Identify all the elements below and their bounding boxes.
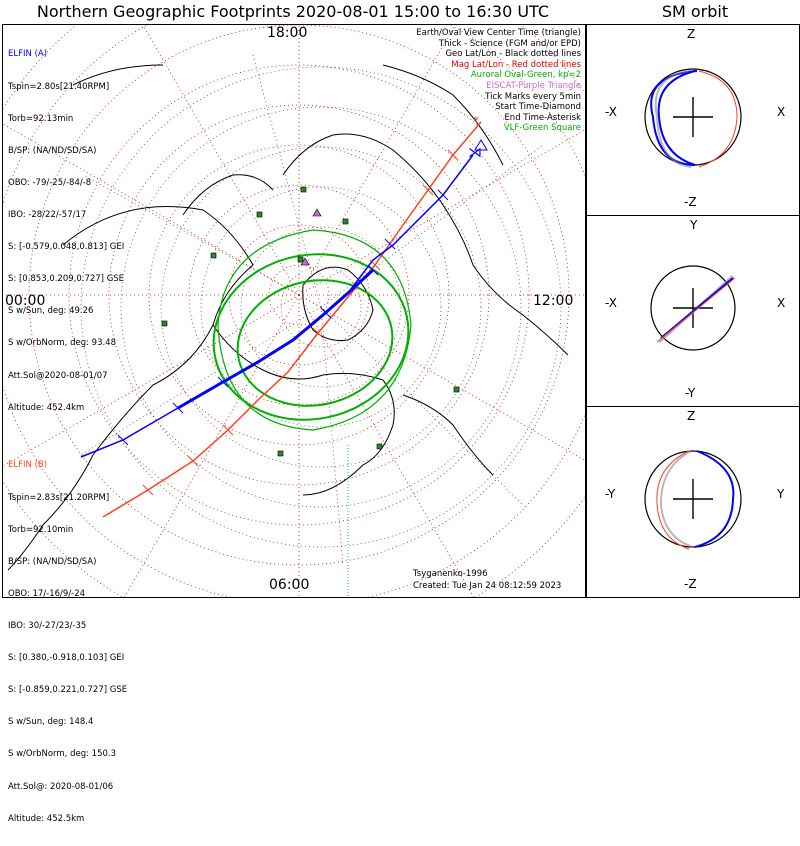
geo-lon-lines xyxy=(80,54,544,566)
map-legend: Earth/Oval View Center Time (triangle) T… xyxy=(416,28,581,134)
legend-item: Mag Lat/Lon - Red dotted lines xyxy=(451,59,581,70)
elfin-a-line: S: [0.853,0.209,0.727] GSE xyxy=(8,274,125,285)
legend-item: Earth/Oval View Center Time (triangle) xyxy=(416,28,581,38)
sm-plot-yz xyxy=(644,450,742,550)
legend-item: VLF-Green Square xyxy=(503,123,581,134)
sm-xy-right-label: X xyxy=(777,296,786,310)
sm-yz-left-label: -Y xyxy=(605,487,616,501)
sm-plot-xy xyxy=(650,265,736,351)
elfin-b-line: Att.Sol@: 2020-08-01/06 xyxy=(8,781,114,792)
sm-plot-xz xyxy=(644,68,742,168)
time-label-left: 00:00 xyxy=(5,293,46,309)
elfin-b-line: IBO: 30/-27/23/-35 xyxy=(8,620,87,631)
sm-xz-bottom-label: -Z xyxy=(684,195,697,209)
footprint-map: * ⋊ xyxy=(3,25,585,597)
elfin-b-line: Torb=92.10min xyxy=(8,524,74,535)
elfin-a-info: ELFIN (A) Tspin=2.80s[21.40RPM] Torb=92.… xyxy=(8,28,124,435)
sm-xy-top-label: Y xyxy=(690,218,698,232)
sm-xz-right-label: X xyxy=(777,105,786,119)
legend-item: Tick Marks every 5min xyxy=(485,91,581,102)
legend-item: Auroral Oval-Green, kp=2 xyxy=(470,70,581,81)
elfin-a-line: Att.Sol@2020-08-01/07 xyxy=(8,370,108,381)
legend-item: Start Time-Diamond xyxy=(495,102,581,113)
legend-item: EISCAT-Purple Triangle xyxy=(486,80,581,91)
sm-yz-right-label: Y xyxy=(777,487,785,501)
footprint-map-panel: * ⋊ 18:00 xyxy=(2,24,586,824)
elfin-a-line: S: [-0.579,0.048,0.813] GEI xyxy=(8,242,125,253)
sm-yz-bottom-label: -Z xyxy=(684,577,697,591)
elfin-a-line: OBO: -79/-25/-84/-8 xyxy=(8,177,92,188)
time-label-right: 12:00 xyxy=(533,293,574,309)
map-title: Northern Geographic Footprints 2020-08-0… xyxy=(36,2,550,21)
sm-yz-top-label: Z xyxy=(687,409,696,423)
sm-xy-left-label: -X xyxy=(605,296,617,310)
sm-orbit-title: SM orbit xyxy=(661,2,729,21)
legend-item: Thick - Science (FGM and/or EPD) xyxy=(438,38,581,49)
sm-panel-xy: Y -Y -X X xyxy=(586,215,800,407)
sm-xy-bottom-label: -Y xyxy=(685,386,696,400)
elfin-a-line: Altitude: 452.4km xyxy=(8,402,85,413)
sm-xz-left-label: -X xyxy=(605,105,617,119)
continent-outlines xyxy=(7,64,569,571)
elfin-b-line: Altitude: 452.5km xyxy=(8,813,85,824)
elfin-b-line: OBO: 17/-16/9/-24 xyxy=(8,588,86,599)
created-label: Created: Tue Jan 24 08:12:59 2023 xyxy=(413,581,562,591)
legend-item: Geo Lat/Lon - Black dotted lines xyxy=(445,49,581,60)
elfin-b-line: B/SP: (NA/ND/SD/SA) xyxy=(8,556,97,567)
elfin-b-name: ELFIN (B) xyxy=(8,460,48,471)
time-label-bottom: 06:00 xyxy=(269,577,310,593)
sm-panel-xz: Z -Z -X X xyxy=(586,24,800,216)
time-label-top: 18:00 xyxy=(267,25,308,41)
elfin-a-name: ELFIN (A) xyxy=(8,49,48,60)
elfin-b-line: S w/Sun, deg: 148.4 xyxy=(8,717,94,728)
svg-text:*: * xyxy=(473,114,479,128)
elfin-b-line: S w/OrbNorm, deg: 150.3 xyxy=(8,749,117,760)
elfin-a-line: Tspin=2.80s[21.40RPM] xyxy=(8,81,110,92)
elfin-b-line: S: [-0.859,0.221,0.727] GSE xyxy=(8,685,128,696)
vlf-stations xyxy=(161,186,460,457)
elfin-b-info: ELFIN (B) Tspin=2.83s[21.20RPM] Torb=92.… xyxy=(8,439,127,846)
orbit-b-track: * xyxy=(102,114,482,518)
elfin-a-line: S w/Sun, deg: 49.26 xyxy=(8,306,94,317)
elfin-a-line: S w/OrbNorm, deg: 93.48 xyxy=(8,338,117,349)
auroral-oval-outer xyxy=(217,229,412,431)
sm-panel-yz: Z -Z -Y Y xyxy=(586,406,800,598)
elfin-b-line: Tspin=2.83s[21.20RPM] xyxy=(8,492,110,503)
eiscat-stations xyxy=(300,208,322,266)
model-label: Tsyganenko-1996 xyxy=(413,569,488,579)
geo-lat-circles xyxy=(80,66,562,548)
elfin-a-line: IBO: -28/22/-57/17 xyxy=(8,209,87,220)
auroral-oval xyxy=(212,253,410,421)
sm-xz-top-label: Z xyxy=(687,27,696,41)
svg-text:⋊: ⋊ xyxy=(468,145,482,161)
elfin-b-line: S: [0.380,-0.918,0.103] GEI xyxy=(8,653,125,664)
elfin-a-line: B/SP: (NA/ND/SD/SA) xyxy=(8,145,97,156)
elfin-a-line: Torb=92.13min xyxy=(8,113,74,124)
orbit-a-track: ⋊ xyxy=(80,139,488,458)
legend-item: End Time-Asterisk xyxy=(504,112,581,123)
